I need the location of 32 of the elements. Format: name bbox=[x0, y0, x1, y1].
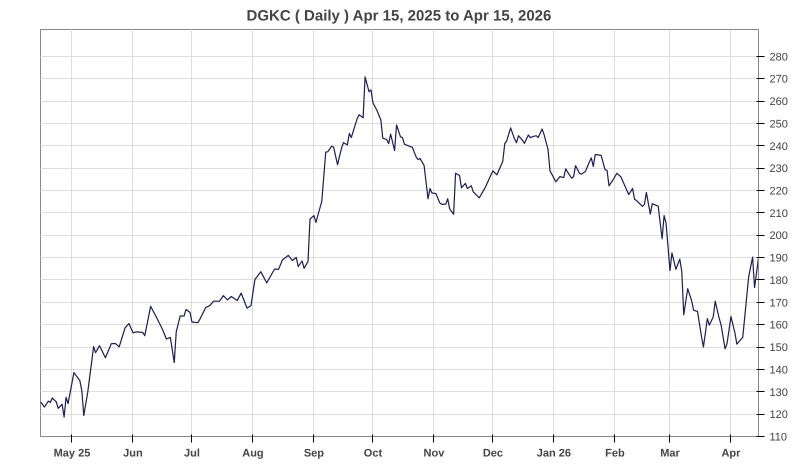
y-tick-label: 120 bbox=[770, 409, 788, 422]
y-tick-label: 130 bbox=[770, 386, 788, 399]
y-tick-label: 160 bbox=[770, 320, 788, 332]
y-tick-label: 190 bbox=[770, 252, 788, 265]
y-tick-label: 270 bbox=[770, 74, 788, 86]
line-series bbox=[40, 76, 758, 418]
y-tick-label: 240 bbox=[770, 140, 788, 153]
x-tick-label: Mar bbox=[660, 448, 680, 460]
x-tick-label: Feb bbox=[605, 448, 625, 460]
y-tick-label: 250 bbox=[770, 118, 788, 130]
x-tick-label: Dec bbox=[482, 448, 504, 460]
y-tick-label: 210 bbox=[770, 208, 788, 220]
x-tick-label: Apr bbox=[721, 448, 742, 460]
y-tick-label: 220 bbox=[770, 186, 788, 198]
y-tick-label: 180 bbox=[770, 274, 788, 287]
y-tick-label: 230 bbox=[770, 163, 788, 176]
y-tick-label: 170 bbox=[770, 297, 788, 310]
x-tick-label: Aug bbox=[242, 448, 264, 460]
x-tick-label: Jul bbox=[184, 448, 200, 460]
chart-title: DGKC ( Daily ) Apr 15, 2025 to Apr 15, 2026 bbox=[246, 8, 552, 24]
x-tick-label: Nov bbox=[424, 448, 446, 460]
x-tick-label: Sep bbox=[304, 448, 324, 460]
x-tick-label: May 25 bbox=[54, 448, 90, 460]
x-tick-label: Oct bbox=[364, 448, 382, 460]
y-tick-label: 110 bbox=[770, 432, 788, 444]
y-tick-label: 260 bbox=[770, 96, 788, 108]
y-tick-label: 200 bbox=[770, 230, 788, 242]
y-tick-label: 140 bbox=[770, 364, 788, 376]
x-tick-label: Jan 26 bbox=[536, 448, 572, 460]
y-tick-label: 280 bbox=[770, 51, 788, 64]
y-tick-label: 150 bbox=[770, 342, 788, 354]
x-tick-label: Jun bbox=[123, 448, 144, 460]
